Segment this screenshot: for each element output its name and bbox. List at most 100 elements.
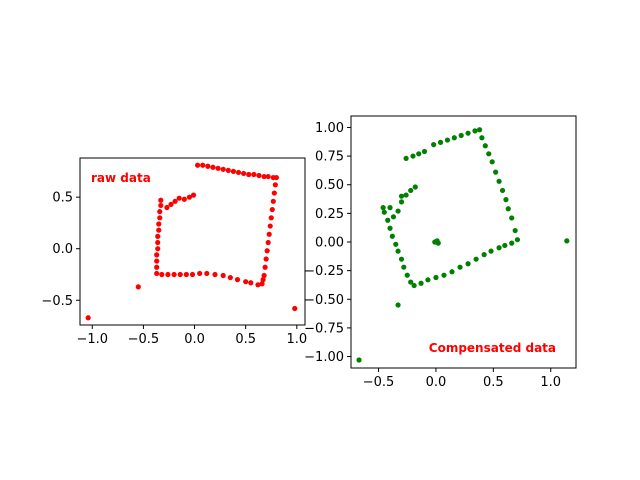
raw-data-point	[272, 182, 278, 188]
raw-data-point	[197, 270, 203, 277]
compensated-data-point	[401, 264, 407, 270]
compensated-data-point	[403, 192, 409, 198]
compensated-data-point	[509, 215, 515, 221]
compensated-data-y-tick-label: 0.00	[315, 236, 344, 251]
compensated-data-point	[411, 282, 417, 289]
raw-data-point	[255, 282, 261, 288]
raw-data-point	[165, 271, 171, 278]
raw-data-point	[261, 272, 267, 279]
raw-data-point	[190, 192, 197, 198]
raw-data-point	[241, 170, 247, 177]
compensated-data-y-tick-label: 0.25	[315, 207, 344, 222]
compensated-data-point	[437, 139, 444, 145]
compensated-data-point	[512, 227, 518, 234]
compensated-data-point	[395, 302, 401, 308]
raw-data-point	[200, 162, 206, 168]
raw-data-point	[264, 248, 270, 254]
raw-data-point	[251, 171, 257, 178]
raw-data-point	[265, 239, 271, 246]
raw-data-y-tick-label: −0.5	[41, 294, 73, 309]
compensated-data-point	[387, 225, 393, 231]
compensated-data-point	[451, 135, 457, 141]
raw-data-point	[176, 195, 182, 201]
compensated-data-y-tick-label: −0.50	[304, 293, 344, 308]
compensated-data-point	[482, 143, 488, 149]
raw-data-point	[292, 305, 298, 312]
compensated-data-point	[488, 248, 494, 254]
compensated-data-point	[476, 127, 483, 133]
compensated-data-point	[489, 159, 495, 165]
raw-data-point	[267, 223, 273, 229]
raw-data-point	[164, 204, 170, 211]
raw-data-point	[220, 166, 226, 172]
compensated-data-point	[433, 274, 439, 281]
raw-data-point	[246, 171, 252, 178]
compensated-data-point	[421, 148, 428, 155]
raw-data-point	[273, 174, 279, 181]
raw-data-point	[230, 168, 237, 174]
compensated-data-point	[473, 256, 479, 262]
raw-data-point	[195, 162, 201, 168]
compensated-data-point	[416, 151, 422, 157]
raw-data-annotation: raw data	[91, 171, 151, 185]
raw-data-point	[248, 280, 254, 286]
raw-data-point	[186, 194, 193, 200]
raw-data-point	[158, 197, 164, 203]
compensated-data-point	[404, 272, 410, 278]
compensated-data-point	[408, 279, 414, 285]
raw-data-point	[243, 279, 249, 285]
compensated-data-y-tick-label: −0.25	[304, 264, 344, 279]
raw-data-point	[158, 202, 164, 209]
raw-data-y-tick-label: 0.5	[52, 191, 73, 206]
raw-data-point	[189, 271, 196, 278]
raw-data-x-tick-label: −1.0	[76, 332, 108, 347]
raw-data-point	[220, 272, 226, 279]
compensated-data-point	[441, 272, 447, 278]
compensated-data-point	[496, 178, 502, 184]
compensated-data-point	[380, 205, 386, 211]
raw-data-plot: −1.0 −0.5 0.0 0.5 1.0 −0.5 0.0 0.5 raw data	[41, 157, 307, 347]
raw-data-point	[270, 198, 276, 204]
compensated-data-point	[514, 237, 521, 243]
compensated-data-point	[457, 264, 463, 270]
raw-data-point	[227, 274, 233, 281]
raw-data-point	[155, 233, 161, 239]
raw-data-point	[266, 231, 272, 237]
raw-data-point	[154, 264, 160, 270]
raw-data-point	[234, 277, 241, 283]
compensated-data-point	[486, 151, 492, 157]
raw-data-x-tick-label: −0.5	[128, 332, 160, 347]
compensated-data-point	[398, 256, 405, 262]
compensated-data-point	[398, 193, 405, 199]
raw-data-point	[181, 196, 187, 202]
raw-data-point	[156, 221, 162, 227]
compensated-data-annotation: Compensated data	[429, 341, 556, 355]
compensated-data-point	[509, 240, 515, 246]
compensated-data-point	[458, 132, 464, 139]
raw-data-point	[177, 271, 183, 278]
compensated-data-point	[472, 128, 478, 134]
raw-data-point	[256, 172, 262, 179]
raw-data-point	[154, 258, 160, 264]
raw-data-point	[215, 165, 221, 171]
raw-data-y-axis: −0.5 0.0 0.5	[41, 191, 80, 309]
compensated-data-point	[444, 137, 451, 143]
compensated-data-y-tick-label: 0.50	[315, 178, 344, 193]
raw-data-point	[183, 271, 189, 278]
compensated-data-point	[412, 184, 418, 190]
raw-data-point	[154, 252, 160, 258]
compensated-data-point	[505, 206, 511, 212]
compensated-data-points	[356, 127, 570, 363]
compensated-data-point	[381, 209, 387, 215]
compensated-data-point	[356, 357, 362, 363]
raw-data-point	[159, 271, 165, 278]
raw-data-axes-frame	[79, 157, 306, 326]
compensated-data-y-tick-label: 1.00	[315, 121, 344, 136]
compensated-data-point	[425, 277, 431, 283]
raw-data-point	[168, 201, 174, 207]
compensated-data-point	[465, 130, 471, 136]
compensated-data-x-tick-label: −0.5	[363, 375, 395, 390]
raw-data-x-tick-label: 1.0	[286, 332, 307, 347]
raw-data-points	[85, 162, 298, 321]
